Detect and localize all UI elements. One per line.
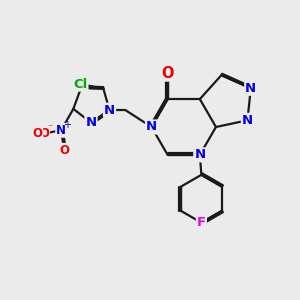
Text: F: F [197, 216, 206, 229]
Text: O: O [59, 144, 69, 157]
Text: O: O [161, 65, 174, 80]
Text: O: O [33, 127, 43, 140]
Text: ⁻: ⁻ [47, 123, 52, 133]
Text: N: N [146, 121, 157, 134]
Text: +: + [63, 120, 70, 130]
Text: N: N [56, 124, 66, 137]
Text: Cl: Cl [73, 77, 88, 91]
Text: N: N [85, 116, 97, 129]
Text: N: N [104, 103, 115, 117]
Text: N: N [242, 114, 253, 127]
Text: N: N [194, 148, 206, 161]
Text: O: O [39, 127, 49, 140]
Text: N: N [245, 82, 256, 95]
